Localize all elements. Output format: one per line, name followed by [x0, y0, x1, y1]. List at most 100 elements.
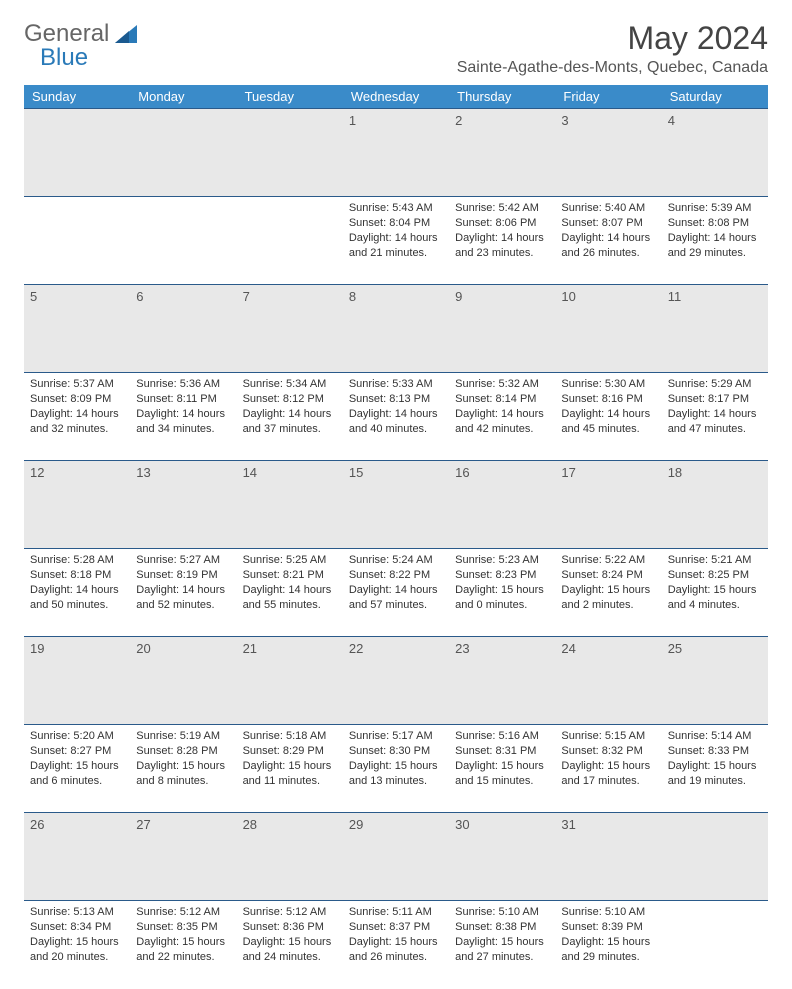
day-number-cell: 13	[130, 461, 236, 549]
day-cell: Sunrise: 5:14 AMSunset: 8:33 PMDaylight:…	[662, 725, 768, 813]
day-content: Sunrise: 5:14 AMSunset: 8:33 PMDaylight:…	[668, 729, 762, 788]
day-number-cell: 25	[662, 637, 768, 725]
day-content: Sunrise: 5:10 AMSunset: 8:38 PMDaylight:…	[455, 905, 549, 964]
day-number-cell: 17	[555, 461, 661, 549]
day-number-cell	[130, 109, 236, 197]
day-number-cell: 2	[449, 109, 555, 197]
day-content: Sunrise: 5:22 AMSunset: 8:24 PMDaylight:…	[561, 553, 655, 612]
day-number-cell: 16	[449, 461, 555, 549]
day-header: Sunday	[24, 85, 130, 109]
day-content: Sunrise: 5:34 AMSunset: 8:12 PMDaylight:…	[243, 377, 337, 436]
day-cell: Sunrise: 5:16 AMSunset: 8:31 PMDaylight:…	[449, 725, 555, 813]
day-content: Sunrise: 5:13 AMSunset: 8:34 PMDaylight:…	[30, 905, 124, 964]
day-number-cell: 1	[343, 109, 449, 197]
day-cell	[662, 901, 768, 989]
day-content: Sunrise: 5:10 AMSunset: 8:39 PMDaylight:…	[561, 905, 655, 964]
day-content-row: Sunrise: 5:37 AMSunset: 8:09 PMDaylight:…	[24, 373, 768, 461]
day-number-cell: 24	[555, 637, 661, 725]
header: General May 2024 Sainte-Agathe-des-Monts…	[24, 20, 768, 77]
day-cell: Sunrise: 5:10 AMSunset: 8:39 PMDaylight:…	[555, 901, 661, 989]
day-cell: Sunrise: 5:27 AMSunset: 8:19 PMDaylight:…	[130, 549, 236, 637]
day-cell: Sunrise: 5:40 AMSunset: 8:07 PMDaylight:…	[555, 197, 661, 285]
day-number-cell: 18	[662, 461, 768, 549]
day-header-row: Sunday Monday Tuesday Wednesday Thursday…	[24, 85, 768, 109]
day-cell: Sunrise: 5:18 AMSunset: 8:29 PMDaylight:…	[237, 725, 343, 813]
day-header: Friday	[555, 85, 661, 109]
day-content: Sunrise: 5:40 AMSunset: 8:07 PMDaylight:…	[561, 201, 655, 260]
day-cell: Sunrise: 5:19 AMSunset: 8:28 PMDaylight:…	[130, 725, 236, 813]
day-content-row: Sunrise: 5:28 AMSunset: 8:18 PMDaylight:…	[24, 549, 768, 637]
day-number-cell: 22	[343, 637, 449, 725]
day-cell: Sunrise: 5:30 AMSunset: 8:16 PMDaylight:…	[555, 373, 661, 461]
day-content: Sunrise: 5:25 AMSunset: 8:21 PMDaylight:…	[243, 553, 337, 612]
day-number-cell: 11	[662, 285, 768, 373]
day-content: Sunrise: 5:39 AMSunset: 8:08 PMDaylight:…	[668, 201, 762, 260]
day-number-row: 19202122232425	[24, 637, 768, 725]
day-number-cell: 14	[237, 461, 343, 549]
day-cell: Sunrise: 5:32 AMSunset: 8:14 PMDaylight:…	[449, 373, 555, 461]
day-number-cell: 29	[343, 813, 449, 901]
day-number-cell: 8	[343, 285, 449, 373]
day-content-row: Sunrise: 5:13 AMSunset: 8:34 PMDaylight:…	[24, 901, 768, 989]
day-cell: Sunrise: 5:28 AMSunset: 8:18 PMDaylight:…	[24, 549, 130, 637]
day-cell: Sunrise: 5:34 AMSunset: 8:12 PMDaylight:…	[237, 373, 343, 461]
day-content: Sunrise: 5:32 AMSunset: 8:14 PMDaylight:…	[455, 377, 549, 436]
day-content: Sunrise: 5:17 AMSunset: 8:30 PMDaylight:…	[349, 729, 443, 788]
day-number-cell: 15	[343, 461, 449, 549]
day-cell: Sunrise: 5:22 AMSunset: 8:24 PMDaylight:…	[555, 549, 661, 637]
day-cell: Sunrise: 5:43 AMSunset: 8:04 PMDaylight:…	[343, 197, 449, 285]
day-header: Saturday	[662, 85, 768, 109]
day-cell: Sunrise: 5:37 AMSunset: 8:09 PMDaylight:…	[24, 373, 130, 461]
day-cell: Sunrise: 5:15 AMSunset: 8:32 PMDaylight:…	[555, 725, 661, 813]
day-number-cell: 9	[449, 285, 555, 373]
day-cell: Sunrise: 5:24 AMSunset: 8:22 PMDaylight:…	[343, 549, 449, 637]
day-number-row: 262728293031	[24, 813, 768, 901]
day-cell: Sunrise: 5:10 AMSunset: 8:38 PMDaylight:…	[449, 901, 555, 989]
day-content: Sunrise: 5:23 AMSunset: 8:23 PMDaylight:…	[455, 553, 549, 612]
day-number-cell: 23	[449, 637, 555, 725]
day-number-cell	[24, 109, 130, 197]
day-number-cell: 26	[24, 813, 130, 901]
day-content-row: Sunrise: 5:43 AMSunset: 8:04 PMDaylight:…	[24, 197, 768, 285]
day-header: Monday	[130, 85, 236, 109]
day-number-cell: 19	[24, 637, 130, 725]
day-content: Sunrise: 5:21 AMSunset: 8:25 PMDaylight:…	[668, 553, 762, 612]
day-cell: Sunrise: 5:36 AMSunset: 8:11 PMDaylight:…	[130, 373, 236, 461]
day-content: Sunrise: 5:43 AMSunset: 8:04 PMDaylight:…	[349, 201, 443, 260]
day-content: Sunrise: 5:15 AMSunset: 8:32 PMDaylight:…	[561, 729, 655, 788]
day-number-cell: 20	[130, 637, 236, 725]
day-content: Sunrise: 5:27 AMSunset: 8:19 PMDaylight:…	[136, 553, 230, 612]
day-content-row: Sunrise: 5:20 AMSunset: 8:27 PMDaylight:…	[24, 725, 768, 813]
day-cell: Sunrise: 5:13 AMSunset: 8:34 PMDaylight:…	[24, 901, 130, 989]
day-content: Sunrise: 5:36 AMSunset: 8:11 PMDaylight:…	[136, 377, 230, 436]
day-content: Sunrise: 5:18 AMSunset: 8:29 PMDaylight:…	[243, 729, 337, 788]
day-number-cell: 3	[555, 109, 661, 197]
day-content: Sunrise: 5:12 AMSunset: 8:35 PMDaylight:…	[136, 905, 230, 964]
day-cell: Sunrise: 5:33 AMSunset: 8:13 PMDaylight:…	[343, 373, 449, 461]
day-number-row: 567891011	[24, 285, 768, 373]
day-cell	[24, 197, 130, 285]
day-content: Sunrise: 5:19 AMSunset: 8:28 PMDaylight:…	[136, 729, 230, 788]
day-content: Sunrise: 5:16 AMSunset: 8:31 PMDaylight:…	[455, 729, 549, 788]
day-cell: Sunrise: 5:25 AMSunset: 8:21 PMDaylight:…	[237, 549, 343, 637]
day-cell: Sunrise: 5:39 AMSunset: 8:08 PMDaylight:…	[662, 197, 768, 285]
day-cell: Sunrise: 5:23 AMSunset: 8:23 PMDaylight:…	[449, 549, 555, 637]
day-content: Sunrise: 5:11 AMSunset: 8:37 PMDaylight:…	[349, 905, 443, 964]
day-number-cell: 21	[237, 637, 343, 725]
day-number-cell: 30	[449, 813, 555, 901]
day-content: Sunrise: 5:33 AMSunset: 8:13 PMDaylight:…	[349, 377, 443, 436]
title-block: May 2024 Sainte-Agathe-des-Monts, Quebec…	[457, 20, 768, 77]
day-cell	[130, 197, 236, 285]
day-content: Sunrise: 5:42 AMSunset: 8:06 PMDaylight:…	[455, 201, 549, 260]
location-subtitle: Sainte-Agathe-des-Monts, Quebec, Canada	[457, 59, 768, 77]
day-content: Sunrise: 5:30 AMSunset: 8:16 PMDaylight:…	[561, 377, 655, 436]
day-content: Sunrise: 5:12 AMSunset: 8:36 PMDaylight:…	[243, 905, 337, 964]
day-cell: Sunrise: 5:42 AMSunset: 8:06 PMDaylight:…	[449, 197, 555, 285]
day-cell: Sunrise: 5:12 AMSunset: 8:36 PMDaylight:…	[237, 901, 343, 989]
day-number-row: 12131415161718	[24, 461, 768, 549]
day-number-cell: 6	[130, 285, 236, 373]
day-cell: Sunrise: 5:17 AMSunset: 8:30 PMDaylight:…	[343, 725, 449, 813]
day-number-cell: 5	[24, 285, 130, 373]
day-content: Sunrise: 5:28 AMSunset: 8:18 PMDaylight:…	[30, 553, 124, 612]
day-number-cell: 12	[24, 461, 130, 549]
